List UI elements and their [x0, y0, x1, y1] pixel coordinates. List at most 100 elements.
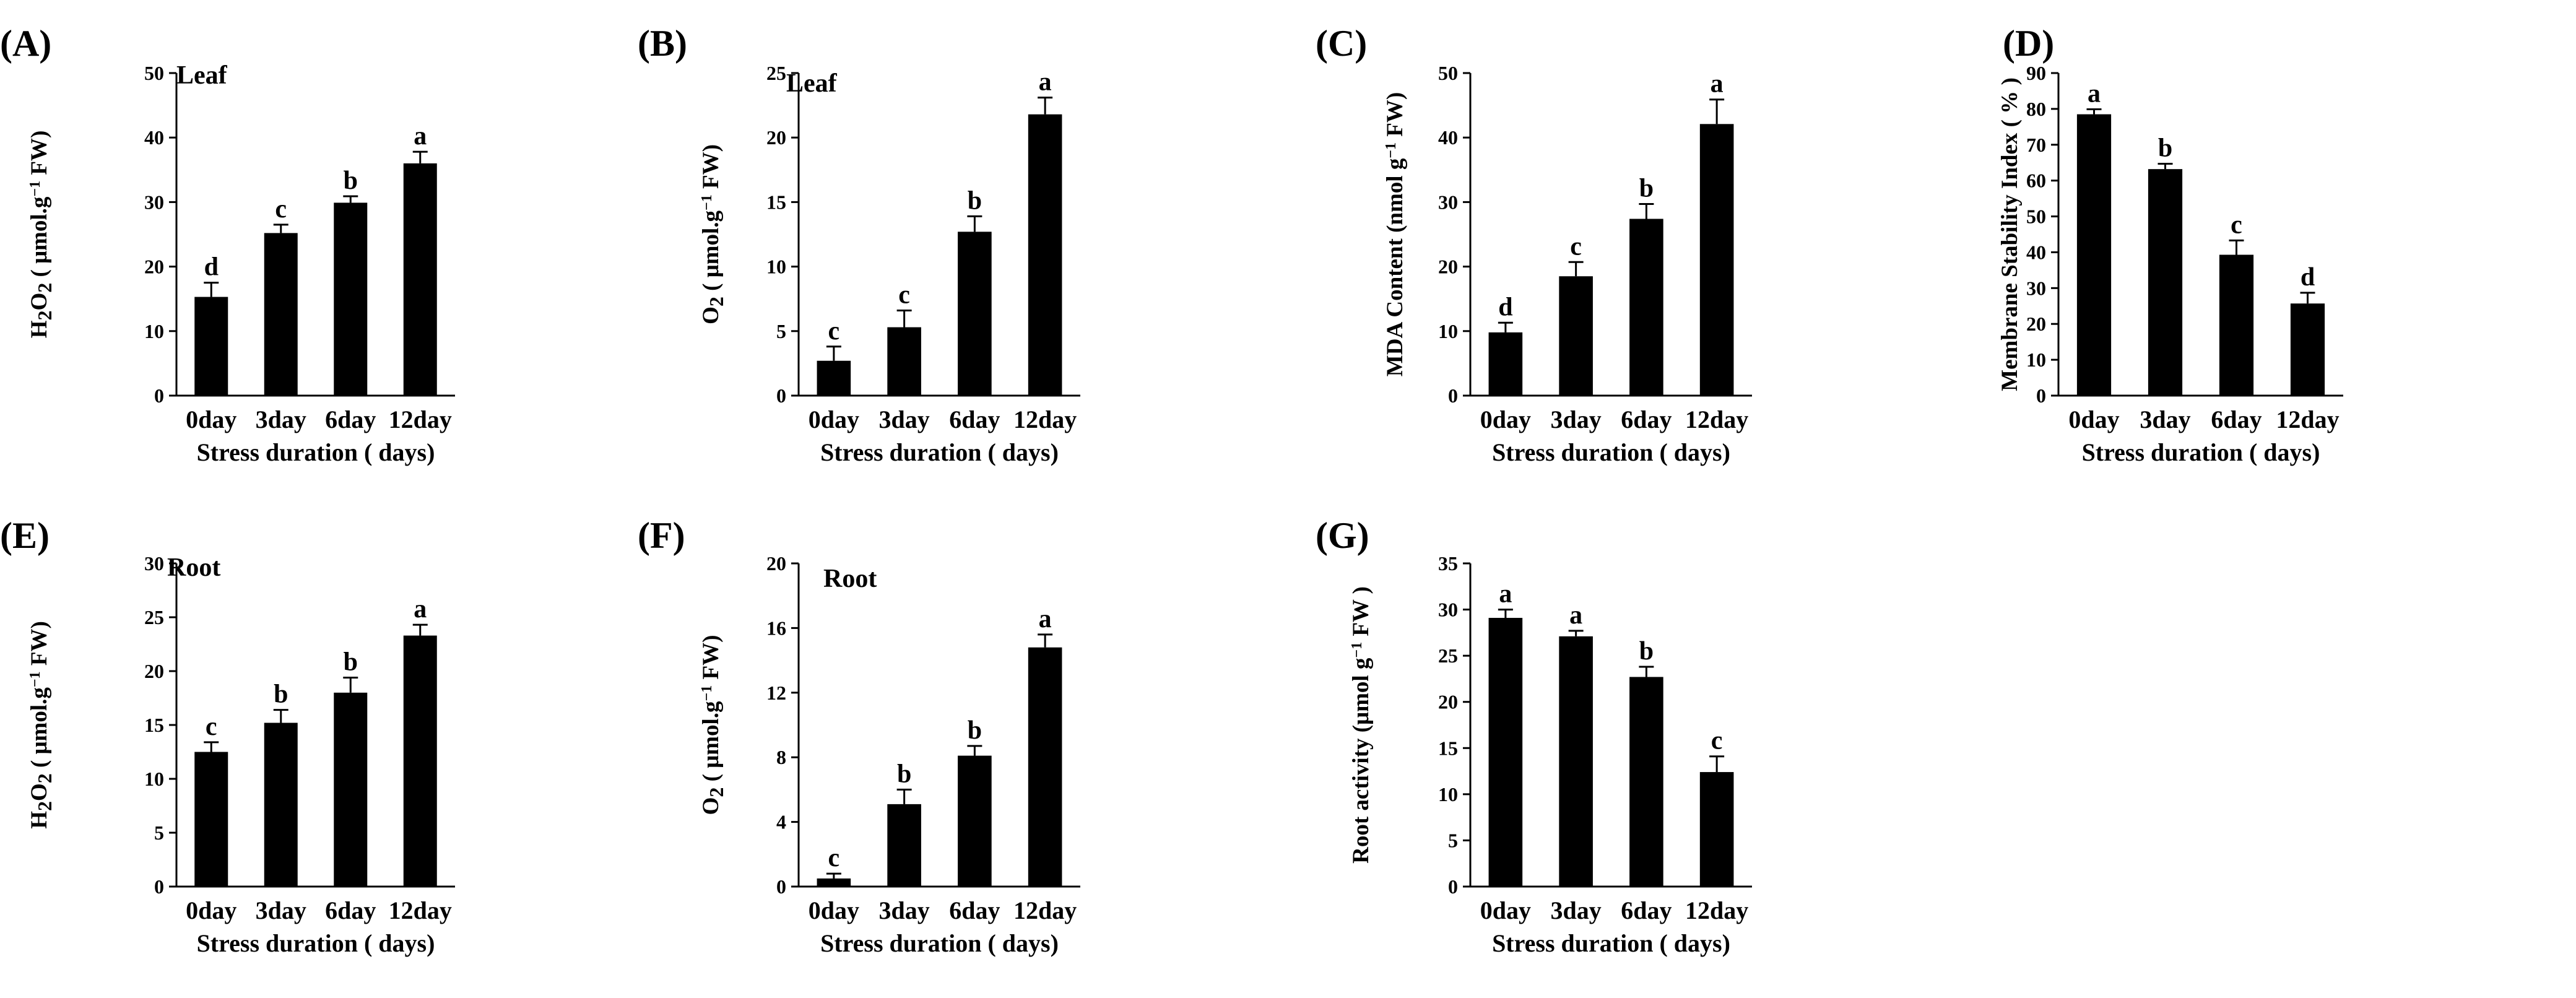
panel-label: (D)	[2003, 23, 2054, 64]
x-tick-label: 3day	[256, 896, 306, 924]
y-tick-label: 8	[776, 746, 786, 768]
x-tick-label: 3day	[2140, 406, 2190, 433]
bar	[194, 297, 228, 396]
significance-letter: b	[897, 760, 911, 788]
significance-letter: b	[2158, 134, 2172, 162]
y-tick-label: 20	[144, 256, 164, 278]
y-tick-label: 10	[1438, 783, 1458, 805]
significance-letter: c	[898, 280, 910, 309]
y-tick-label: 5	[154, 822, 164, 844]
chart-panel: (C) 0 10 20 30 40 50 d 0day c 3day b 6day a 12day Stres…	[1316, 23, 1752, 466]
x-axis-label: Stress duration ( days)	[820, 438, 1059, 466]
bar	[334, 692, 368, 887]
bar	[334, 202, 368, 396]
bar	[2076, 114, 2112, 396]
significance-letter: b	[344, 167, 358, 195]
bar	[887, 327, 921, 396]
bar	[1699, 772, 1734, 887]
significance-letter: a	[1499, 580, 1512, 609]
x-tick-label: 12day	[1013, 896, 1077, 924]
y-tick-label: 15	[1438, 737, 1458, 759]
y-tick-label: 30	[144, 191, 164, 213]
y-tick-label: 50	[2026, 206, 2046, 228]
y-tick-label: 0	[776, 384, 786, 407]
significance-letter: b	[968, 186, 982, 215]
x-tick-label: 0day	[186, 896, 236, 924]
y-tick-label: 10	[766, 256, 786, 278]
significance-letter: c	[2231, 210, 2242, 239]
bar	[264, 233, 298, 396]
bar	[887, 804, 921, 887]
significance-letter: c	[206, 713, 217, 741]
bar	[958, 232, 992, 396]
significance-letter: a	[2088, 79, 2101, 108]
y-axis-label: H2O2 ( μmol.g−1 FW)	[27, 621, 56, 829]
bar	[194, 752, 228, 887]
bar	[2219, 254, 2254, 396]
significance-letter: b	[1639, 637, 1654, 666]
x-tick-label: 12day	[2276, 406, 2339, 433]
tissue-tag: Root	[167, 553, 220, 582]
y-tick-label: 90	[2026, 62, 2046, 84]
y-axis-label: Root activity (μmol g−1 FW )	[1348, 586, 1374, 864]
significance-letter: a	[1039, 605, 1052, 633]
x-tick-label: 0day	[809, 406, 859, 433]
bar	[1028, 114, 1062, 396]
y-tick-label: 12	[766, 682, 786, 704]
y-tick-label: 20	[2026, 313, 2046, 335]
y-axis-label: MDA Content (nmol g−1 FW)	[1382, 92, 1408, 376]
x-tick-label: 3day	[1551, 406, 1602, 433]
bar	[2290, 303, 2325, 396]
x-tick-label: 6day	[325, 406, 376, 433]
y-tick-label: 15	[766, 191, 786, 213]
y-tick-label: 30	[1438, 599, 1458, 621]
y-axis-label: Membrane Stability Index ( % )	[1997, 77, 2023, 391]
significance-letter: d	[1498, 293, 1512, 321]
bar	[1629, 677, 1663, 887]
bar	[817, 360, 851, 396]
x-tick-label: 0day	[1480, 896, 1531, 924]
chart-panel: (G) 0 5 10 15 20 25 30 35 a 0day a 3day b 6day c 12day St…	[1316, 515, 1752, 957]
y-tick-label: 10	[2026, 349, 2046, 371]
y-tick-label: 5	[776, 320, 786, 342]
bar	[1629, 219, 1663, 396]
x-tick-label: 6day	[949, 896, 1000, 924]
x-tick-label: 12day	[1013, 406, 1077, 433]
y-tick-label: 25	[766, 62, 786, 84]
significance-letter: c	[275, 195, 287, 223]
y-tick-label: 10	[1438, 320, 1458, 342]
y-axis-label: O2 ( μmol.g−1 FW)	[698, 144, 727, 324]
x-tick-label: 0day	[186, 406, 236, 433]
tissue-tag: Root	[823, 565, 877, 593]
tissue-tag: Leaf	[786, 69, 838, 98]
x-tick-label: 6day	[2211, 406, 2262, 433]
bar	[1559, 276, 1593, 396]
bar	[1028, 647, 1062, 887]
significance-letter: d	[2301, 263, 2315, 292]
panel-label: (G)	[1316, 515, 1369, 556]
chart-panel: (F) 0 4 8 12 16 20 c 0day b 3day b 6day a 12day Stress …	[638, 515, 1080, 957]
x-tick-label: 3day	[1551, 896, 1602, 924]
y-tick-label: 35	[1438, 552, 1458, 575]
y-tick-label: 40	[144, 126, 164, 149]
bar	[1488, 332, 1523, 396]
bar	[817, 878, 851, 887]
significance-letter: d	[204, 253, 219, 282]
x-axis-label: Stress duration ( days)	[2082, 438, 2320, 466]
x-tick-label: 3day	[256, 406, 306, 433]
panel-label: (B)	[638, 23, 687, 64]
y-tick-label: 0	[776, 875, 786, 898]
significance-letter: c	[828, 844, 840, 872]
chart-panel: (D) 0 10 20 30 40 50 60 70 80 90 a 0day b 3day c 6day d 12…	[1997, 23, 2343, 466]
significance-letter: c	[1711, 727, 1723, 755]
y-tick-label: 20	[766, 126, 786, 149]
y-tick-label: 4	[776, 811, 786, 833]
y-tick-label: 60	[2026, 170, 2046, 192]
x-axis-label: Stress duration ( days)	[820, 929, 1059, 957]
y-tick-label: 10	[144, 320, 164, 342]
y-tick-label: 0	[154, 875, 164, 898]
y-tick-label: 50	[144, 62, 164, 84]
y-tick-label: 40	[2026, 241, 2046, 263]
x-axis-label: Stress duration ( days)	[197, 438, 435, 466]
x-axis-label: Stress duration ( days)	[1492, 929, 1730, 957]
